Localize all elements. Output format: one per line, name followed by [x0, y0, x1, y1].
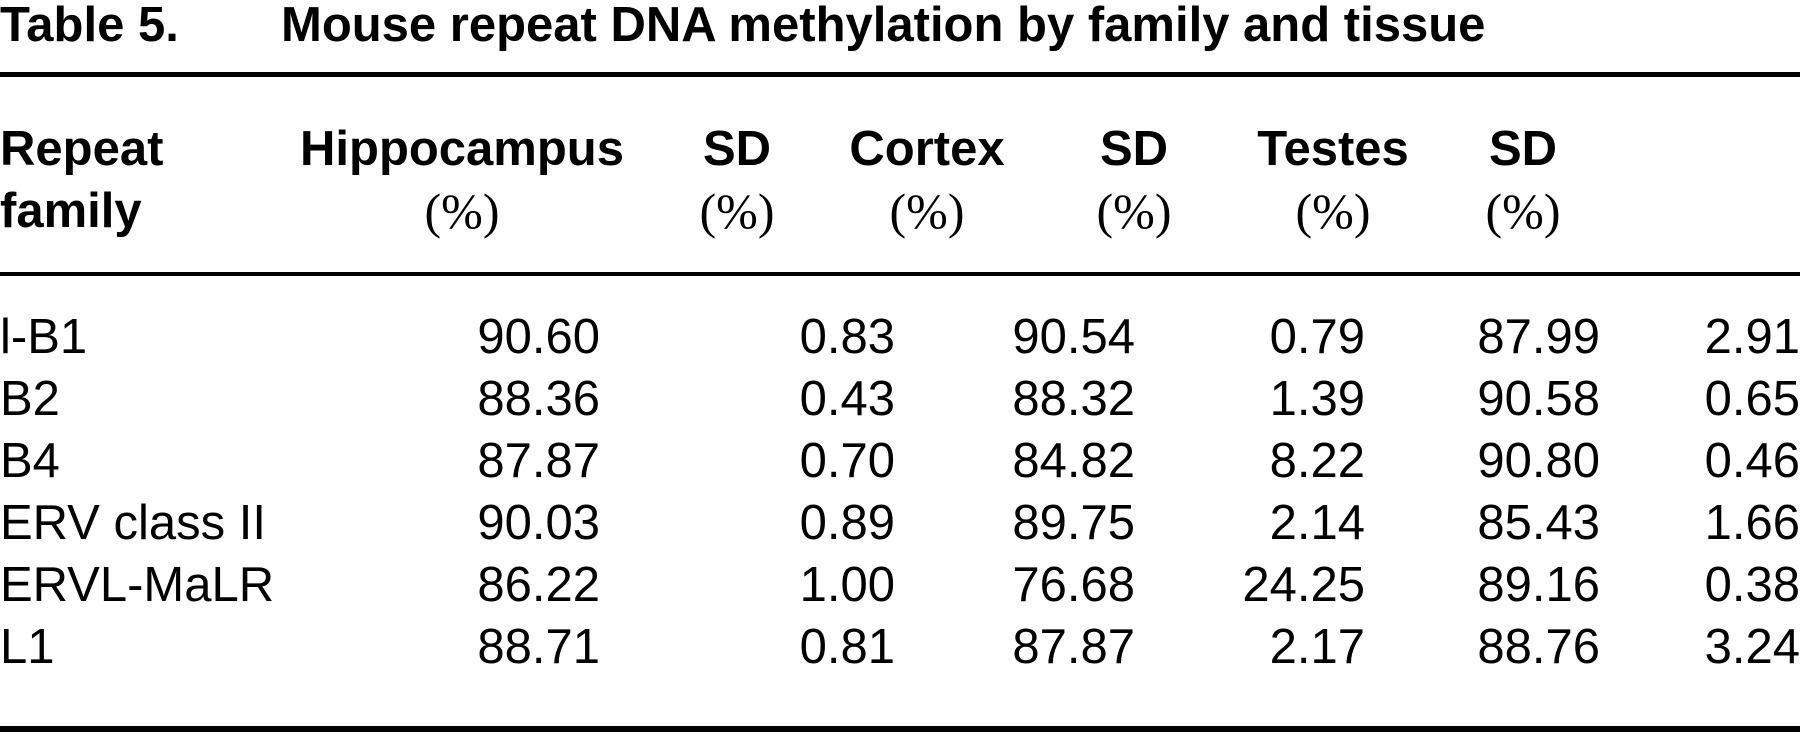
header-label: Hippocampus — [300, 122, 624, 176]
table-row: l-B1 90.60 0.83 90.54 0.79 87.99 2.91 — [0, 306, 1800, 368]
sd-hippocampus-cell: 1.00 — [799, 558, 895, 612]
header-sd-testes: SD (%) — [1486, 118, 1561, 242]
table-row: ERVL-MaLR 86.22 1.00 76.68 24.25 89.16 0… — [0, 554, 1800, 616]
header-sd-hippocampus: SD (%) — [700, 118, 775, 242]
header-rule — [0, 272, 1800, 276]
sd-testes-cell: 0.38 — [1704, 558, 1800, 612]
sd-cortex-cell: 24.25 — [1242, 558, 1365, 612]
sd-testes-cell: 2.91 — [1704, 310, 1800, 364]
hippocampus-cell: 90.60 — [477, 310, 600, 364]
methylation-table: l-B1 90.60 0.83 90.54 0.79 87.99 2.91 B2… — [0, 306, 1800, 678]
cortex-cell: 76.68 — [1012, 558, 1135, 612]
sd-cortex-cell: 0.79 — [1269, 310, 1365, 364]
sd-cortex-cell: 1.39 — [1269, 372, 1365, 426]
header-unit: (%) — [1485, 183, 1561, 239]
repeat-family-cell: L1 — [0, 620, 55, 674]
cortex-cell: 88.32 — [1012, 372, 1135, 426]
hippocampus-cell: 86.22 — [477, 558, 600, 612]
header-label: family — [0, 184, 142, 238]
sd-cortex-cell: 2.17 — [1269, 620, 1365, 674]
cortex-cell: 89.75 — [1012, 496, 1135, 550]
sd-testes-cell: 0.46 — [1704, 434, 1800, 488]
sd-cortex-cell: 8.22 — [1269, 434, 1365, 488]
header-unit: (%) — [424, 183, 500, 239]
header-unit: (%) — [1096, 183, 1172, 239]
cortex-cell: 84.82 — [1012, 434, 1135, 488]
cortex-cell: 87.87 — [1012, 620, 1135, 674]
testes-cell: 88.76 — [1477, 620, 1600, 674]
testes-cell: 85.43 — [1477, 496, 1600, 550]
sd-hippocampus-cell: 0.83 — [799, 310, 895, 364]
header-label: Testes — [1257, 122, 1409, 176]
testes-cell: 90.58 — [1477, 372, 1600, 426]
header-cortex: Cortex (%) — [849, 118, 1004, 242]
table-row: ERV class II 90.03 0.89 89.75 2.14 85.43… — [0, 492, 1800, 554]
repeat-family-cell: B4 — [0, 434, 60, 488]
header-label: Cortex — [849, 122, 1005, 176]
header-label: SD — [702, 122, 772, 176]
header-testes: Testes (%) — [1257, 118, 1409, 242]
table-row: B2 88.36 0.43 88.32 1.39 90.58 0.65 — [0, 368, 1800, 430]
table-row: L1 88.71 0.81 87.87 2.17 88.76 3.24 — [0, 616, 1800, 678]
header-label: SD — [1488, 122, 1558, 176]
bottom-rule — [0, 726, 1800, 732]
table-number: Table 5. — [0, 0, 179, 52]
hippocampus-cell: 88.36 — [477, 372, 600, 426]
sd-testes-cell: 3.24 — [1704, 620, 1800, 674]
testes-cell: 90.80 — [1477, 434, 1600, 488]
table-caption: Table 5. Mouse repeat DNA methylation by … — [0, 0, 1485, 60]
testes-cell: 89.16 — [1477, 558, 1600, 612]
sd-cortex-cell: 2.14 — [1269, 496, 1365, 550]
hippocampus-cell: 87.87 — [477, 434, 600, 488]
cortex-cell: 90.54 — [1012, 310, 1135, 364]
sd-hippocampus-cell: 0.70 — [799, 434, 895, 488]
table-row: B4 87.87 0.70 84.82 8.22 90.80 0.46 — [0, 430, 1800, 492]
top-rule — [0, 72, 1800, 77]
table-title: Mouse repeat DNA methylation by family a… — [281, 0, 1486, 52]
hippocampus-cell: 88.71 — [477, 620, 600, 674]
hippocampus-cell: 90.03 — [477, 496, 600, 550]
repeat-family-cell: l-B1 — [0, 310, 88, 364]
sd-hippocampus-cell: 0.43 — [799, 372, 895, 426]
header-unit: (%) — [699, 183, 775, 239]
sd-testes-cell: 1.66 — [1704, 496, 1800, 550]
sd-testes-cell: 0.65 — [1704, 372, 1800, 426]
header-label: Repeat — [0, 122, 164, 176]
header-hippocampus: Hippocampus (%) — [300, 118, 624, 242]
header-unit: (%) — [1295, 183, 1371, 239]
testes-cell: 87.99 — [1477, 310, 1600, 364]
header-repeat-family: Repeat family — [0, 118, 163, 242]
header-unit: (%) — [889, 183, 965, 239]
repeat-family-cell: B2 — [0, 372, 60, 426]
header-label: SD — [1099, 122, 1169, 176]
sd-hippocampus-cell: 0.81 — [799, 620, 895, 674]
header-sd-cortex: SD (%) — [1097, 118, 1172, 242]
repeat-family-cell: ERVL-MaLR — [0, 558, 275, 612]
sd-hippocampus-cell: 0.89 — [799, 496, 895, 550]
repeat-family-cell: ERV class II — [0, 496, 266, 550]
